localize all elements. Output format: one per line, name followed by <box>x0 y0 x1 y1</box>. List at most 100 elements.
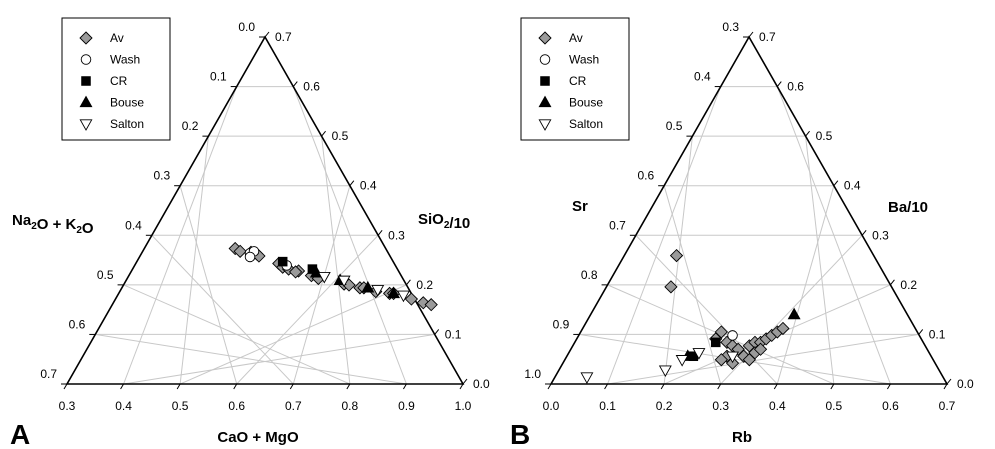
tick-label-right: 0.4 <box>844 179 861 193</box>
tick-label-left: 0.5 <box>97 268 114 282</box>
tick-label-right: 0.4 <box>360 179 377 193</box>
point-salton <box>580 372 594 384</box>
legend-marker-bouse <box>538 95 552 108</box>
tick-label-bottom: 0.4 <box>115 399 132 413</box>
tick-label-left: 0.7 <box>609 218 626 232</box>
gridline <box>292 185 351 385</box>
legend-marker-salton <box>538 119 552 131</box>
tick-label-right: 0.7 <box>275 30 292 44</box>
point-salton <box>658 365 672 378</box>
ternary-panel-a: 0.3 0.0 0.7 0.4 0.1 0.6 0.5 0.2 0.5 0.6 0.3 0.4 0.7 0… <box>10 17 490 449</box>
legend-marker-cr <box>81 76 91 86</box>
tick-label-left: 0.7 <box>40 367 57 381</box>
tick-mark <box>805 130 810 137</box>
tick-label-right: 0.1 <box>445 327 462 341</box>
point-salton <box>337 275 351 288</box>
tick-mark <box>748 31 754 38</box>
legend-label: CR <box>110 74 128 88</box>
legend-label: Wash <box>110 53 140 67</box>
tick-label-bottom: 0.3 <box>712 399 729 413</box>
tick-label-left: 0.6 <box>69 317 86 331</box>
tick-label-left: 0.4 <box>125 218 142 232</box>
tick-mark <box>462 378 468 385</box>
tick-mark <box>377 229 383 236</box>
axis-title-left: Na2O + K2O <box>12 212 94 237</box>
tick-label-bottom: 0.2 <box>656 399 673 413</box>
tick-mark <box>63 383 68 390</box>
tick-label-bottom: 0.4 <box>769 399 786 413</box>
tick-mark <box>459 383 464 390</box>
tick-mark <box>289 383 294 390</box>
tick-mark <box>918 329 924 335</box>
tick-mark <box>833 180 839 187</box>
gridline <box>236 234 379 385</box>
point-cr <box>710 337 721 348</box>
tick-label-left: 0.1 <box>210 70 227 84</box>
gridline <box>776 86 891 385</box>
gridline <box>123 284 351 385</box>
tick-mark <box>861 229 867 236</box>
tick-mark <box>434 329 440 335</box>
tick-mark <box>264 31 270 38</box>
point-salton <box>317 271 331 284</box>
point-bouse <box>787 307 801 320</box>
tick-label-bottom: 0.7 <box>285 399 302 413</box>
gridline <box>123 86 238 385</box>
legend-label: Bouse <box>110 96 144 110</box>
tick-label-right: 0.1 <box>929 327 946 341</box>
legend-label: Av <box>110 31 124 45</box>
tick-label-left: 1.0 <box>524 367 541 381</box>
tick-mark <box>660 383 665 390</box>
gridline <box>123 333 435 385</box>
tick-label-left: 0.3 <box>153 169 170 183</box>
axis-title-right: SiO2/10 <box>418 211 470 232</box>
tick-label-left: 0.2 <box>182 119 199 133</box>
legend-marker-cr <box>540 76 550 86</box>
gridline <box>95 333 407 385</box>
tick-mark <box>717 383 722 390</box>
point-av <box>776 321 790 336</box>
tick-label-bottom: 0.6 <box>228 399 245 413</box>
point-av <box>669 248 684 263</box>
tick-label-bottom: 0.5 <box>826 399 843 413</box>
tick-mark <box>886 383 891 390</box>
tick-label-bottom: 0.1 <box>599 399 616 413</box>
point-av <box>725 356 740 370</box>
point-av <box>404 292 419 306</box>
panel-letter: A <box>10 419 30 449</box>
tick-mark <box>773 383 778 390</box>
point-salton <box>397 290 410 303</box>
tick-label-right: 0.0 <box>957 377 974 391</box>
tick-label-left: 0.3 <box>722 20 739 34</box>
axis-title-left: Sr <box>572 198 588 215</box>
tick-mark <box>120 383 125 390</box>
tick-mark <box>604 383 609 390</box>
tick-label-right: 0.0 <box>473 377 490 391</box>
legend-marker-av <box>79 31 93 45</box>
point-av <box>424 298 438 312</box>
tick-label-right: 0.5 <box>332 129 349 143</box>
legend-marker-bouse <box>79 95 93 108</box>
tick-label-left: 0.5 <box>666 119 683 133</box>
tick-label-left: 0.0 <box>238 20 255 34</box>
point-salton <box>726 351 740 364</box>
point-av <box>714 353 728 367</box>
legend-label: Salton <box>569 117 603 131</box>
tick-label-right: 0.2 <box>416 278 433 292</box>
tick-label-right: 0.6 <box>787 80 804 94</box>
legend-marker-av <box>538 31 552 45</box>
legend-marker-wash <box>80 54 92 65</box>
legend-label: Salton <box>110 117 144 131</box>
tick-label-bottom: 0.9 <box>398 399 415 413</box>
tick-label-left: 0.6 <box>637 169 654 183</box>
point-av <box>753 342 768 356</box>
tick-mark <box>292 81 298 87</box>
tick-label-right: 0.2 <box>900 278 917 292</box>
tick-mark <box>321 130 326 137</box>
tick-label-right: 0.6 <box>303 80 320 94</box>
gridline <box>720 234 863 385</box>
gridline <box>321 136 351 385</box>
tick-label-left: 0.9 <box>553 317 570 331</box>
legend-label: Bouse <box>569 96 603 110</box>
gridline <box>179 136 209 385</box>
